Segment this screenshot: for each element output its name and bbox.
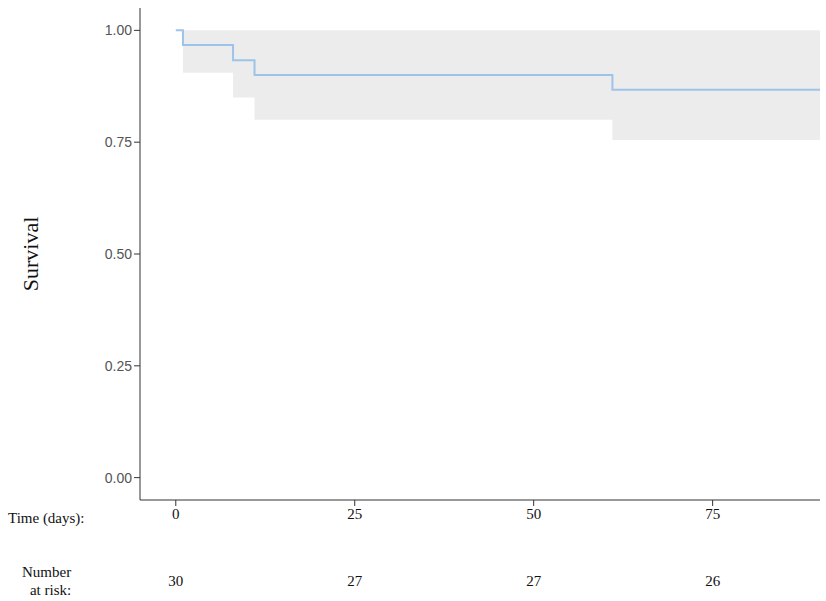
- html-text:27: 27: [347, 573, 363, 589]
- html-text:26: 26: [705, 573, 721, 589]
- svg-text:1.00: 1.00: [105, 22, 132, 38]
- svg-text:50: 50: [526, 506, 541, 522]
- html-text:Number: Number: [22, 564, 72, 580]
- svg-text:25: 25: [347, 506, 362, 522]
- svg-text:75: 75: [705, 506, 720, 522]
- html-text:at risk:: at risk:: [29, 582, 72, 598]
- html-text:30: 30: [168, 573, 184, 589]
- svg-text:0.75: 0.75: [105, 134, 132, 150]
- html-text:Time (days):: Time (days):: [8, 510, 85, 526]
- svg-text:0.25: 0.25: [105, 358, 132, 374]
- svg-text:0.00: 0.00: [105, 470, 132, 486]
- svg-text:0.50: 0.50: [105, 246, 132, 262]
- svg-text:0: 0: [172, 506, 180, 522]
- html-text:27: 27: [526, 573, 542, 589]
- svg-text:Survival: Survival: [18, 217, 43, 292]
